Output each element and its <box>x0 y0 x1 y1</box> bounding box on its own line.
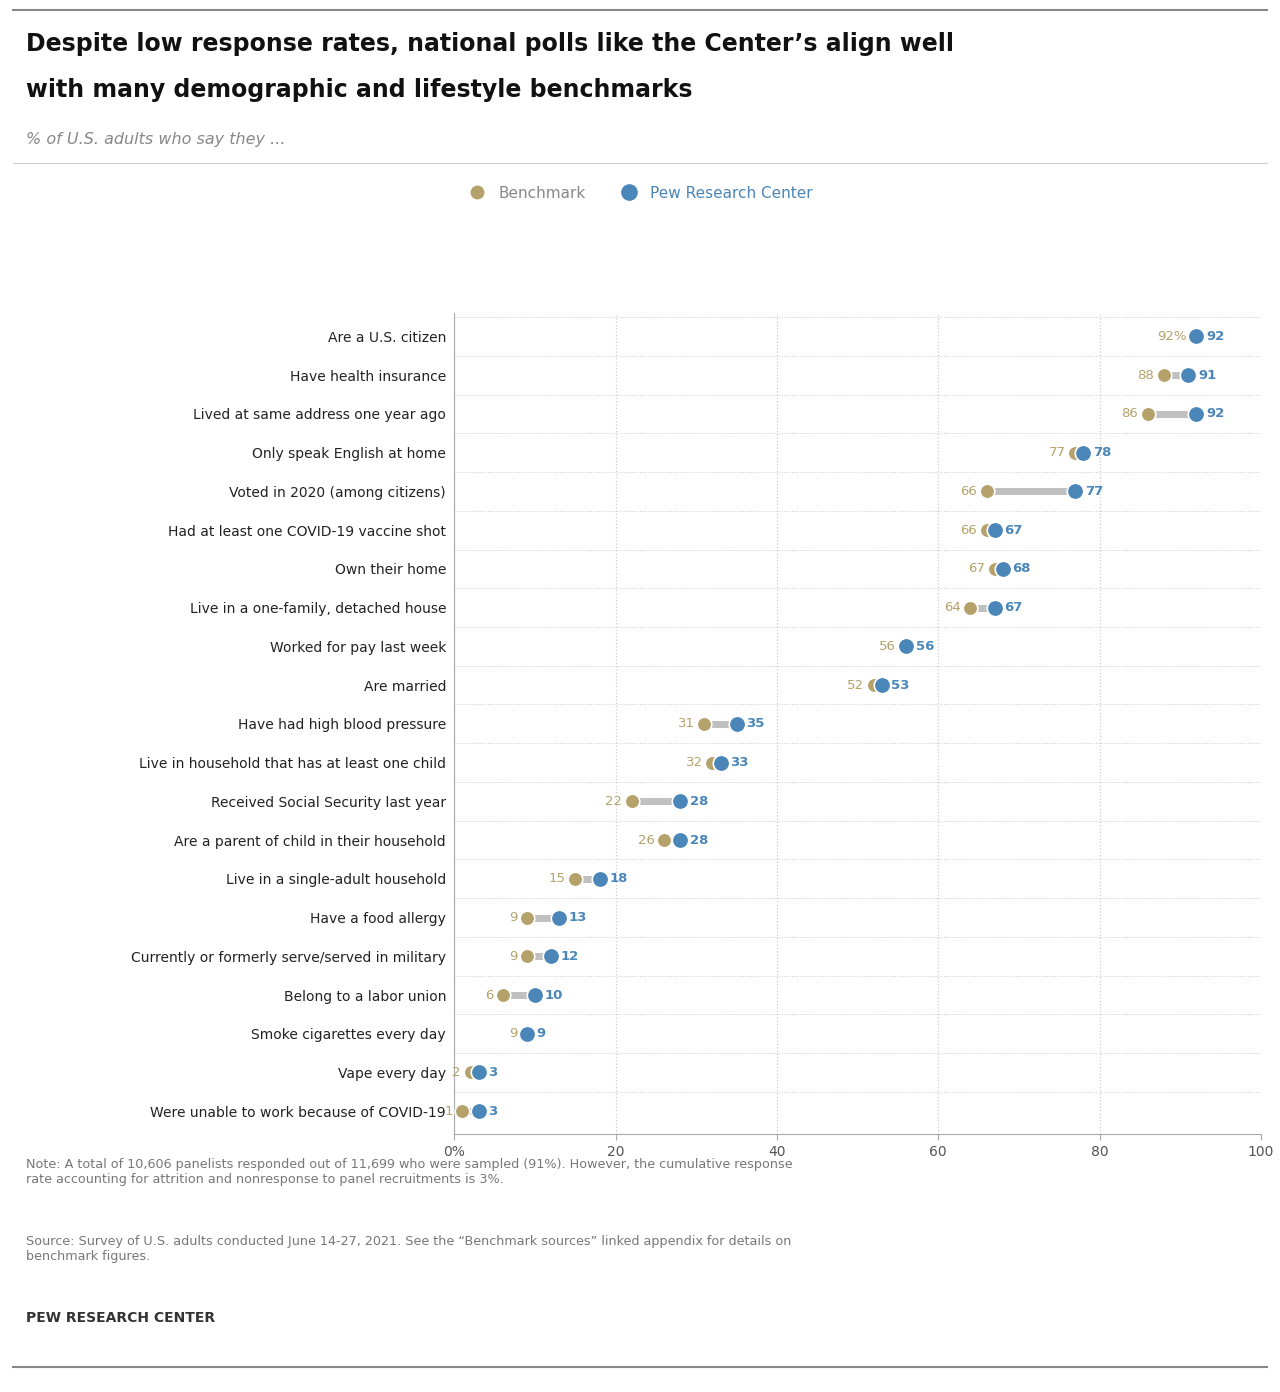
Text: 2: 2 <box>452 1066 461 1079</box>
Text: 10: 10 <box>545 988 563 1001</box>
Point <box>517 906 538 928</box>
Text: Despite low response rates, national polls like the Center’s align well: Despite low response rates, national pol… <box>26 32 954 56</box>
Text: 35: 35 <box>746 717 764 731</box>
Point <box>517 1023 538 1045</box>
Point <box>525 984 545 1006</box>
Point <box>1178 365 1198 387</box>
Point <box>710 752 731 774</box>
Text: 15: 15 <box>549 873 566 885</box>
Point <box>461 1061 481 1083</box>
Point <box>566 867 586 889</box>
Text: 32: 32 <box>686 756 703 768</box>
Point <box>517 1023 538 1045</box>
Text: 66: 66 <box>960 523 977 537</box>
Text: 86: 86 <box>1121 408 1138 420</box>
Text: 13: 13 <box>568 910 588 924</box>
Text: % of U.S. adults who say they ...: % of U.S. adults who say they ... <box>26 132 285 148</box>
Point <box>1065 480 1085 503</box>
Point <box>727 713 748 735</box>
Text: 6: 6 <box>485 988 493 1001</box>
Text: 77: 77 <box>1048 447 1066 459</box>
Text: 67: 67 <box>1005 523 1023 537</box>
Text: 67: 67 <box>968 562 986 575</box>
Text: Source: Survey of U.S. adults conducted June 14-27, 2021. See the “Benchmark sou: Source: Survey of U.S. adults conducted … <box>26 1235 791 1263</box>
Point <box>1138 402 1158 425</box>
Text: 12: 12 <box>561 949 579 963</box>
Point <box>864 674 884 696</box>
Point <box>468 1100 489 1122</box>
Text: 3: 3 <box>488 1105 498 1118</box>
Point <box>468 1061 489 1083</box>
Text: 88: 88 <box>1138 369 1155 381</box>
Text: 92: 92 <box>1206 330 1224 342</box>
Text: 26: 26 <box>637 834 654 846</box>
Text: 9: 9 <box>509 949 517 963</box>
Text: Note: A total of 10,606 panelists responded out of 11,699 who were sampled (91%): Note: A total of 10,606 panelists respon… <box>26 1158 792 1186</box>
Legend: Benchmark, Pew Research Center: Benchmark, Pew Research Center <box>462 185 813 200</box>
Text: 9: 9 <box>509 910 517 924</box>
Text: 22: 22 <box>605 795 622 807</box>
Point <box>493 984 513 1006</box>
Point <box>1187 326 1207 348</box>
Point <box>1073 441 1093 464</box>
Point <box>984 597 1005 619</box>
Point <box>694 713 714 735</box>
Point <box>669 791 690 813</box>
Text: 52: 52 <box>847 679 864 692</box>
Text: 67: 67 <box>1005 601 1023 614</box>
Text: 3: 3 <box>488 1066 498 1079</box>
Text: 91: 91 <box>1198 369 1216 381</box>
Text: 9: 9 <box>509 1027 517 1040</box>
Point <box>669 828 690 851</box>
Text: 28: 28 <box>690 834 708 846</box>
Text: 33: 33 <box>730 756 749 768</box>
Point <box>896 635 916 657</box>
Point <box>960 597 980 619</box>
Text: 92: 92 <box>1206 408 1224 420</box>
Point <box>1187 402 1207 425</box>
Point <box>452 1100 472 1122</box>
Text: with many demographic and lifestyle benchmarks: with many demographic and lifestyle benc… <box>26 78 692 102</box>
Text: 56: 56 <box>879 640 896 653</box>
Text: 1: 1 <box>444 1105 453 1118</box>
Text: 92%: 92% <box>1157 330 1187 342</box>
Text: 53: 53 <box>891 679 910 692</box>
Text: PEW RESEARCH CENTER: PEW RESEARCH CENTER <box>26 1311 215 1325</box>
Point <box>984 558 1005 580</box>
Text: 64: 64 <box>945 601 961 614</box>
Point <box>622 791 643 813</box>
Text: 77: 77 <box>1085 484 1103 498</box>
Point <box>1187 326 1207 348</box>
Point <box>872 674 892 696</box>
Point <box>992 558 1012 580</box>
Point <box>1065 441 1085 464</box>
Point <box>549 906 570 928</box>
Text: 9: 9 <box>536 1027 545 1040</box>
Text: 31: 31 <box>677 717 695 731</box>
Text: 68: 68 <box>1012 562 1030 575</box>
Point <box>984 519 1005 541</box>
Point <box>1153 365 1174 387</box>
Point <box>654 828 675 851</box>
Text: 56: 56 <box>915 640 934 653</box>
Text: 66: 66 <box>960 484 977 498</box>
Point <box>589 867 609 889</box>
Text: 78: 78 <box>1093 447 1111 459</box>
Text: 28: 28 <box>690 795 708 807</box>
Point <box>977 519 997 541</box>
Point <box>977 480 997 503</box>
Point <box>541 945 562 967</box>
Text: 18: 18 <box>609 873 627 885</box>
Point <box>896 635 916 657</box>
Point <box>517 945 538 967</box>
Point <box>703 752 723 774</box>
